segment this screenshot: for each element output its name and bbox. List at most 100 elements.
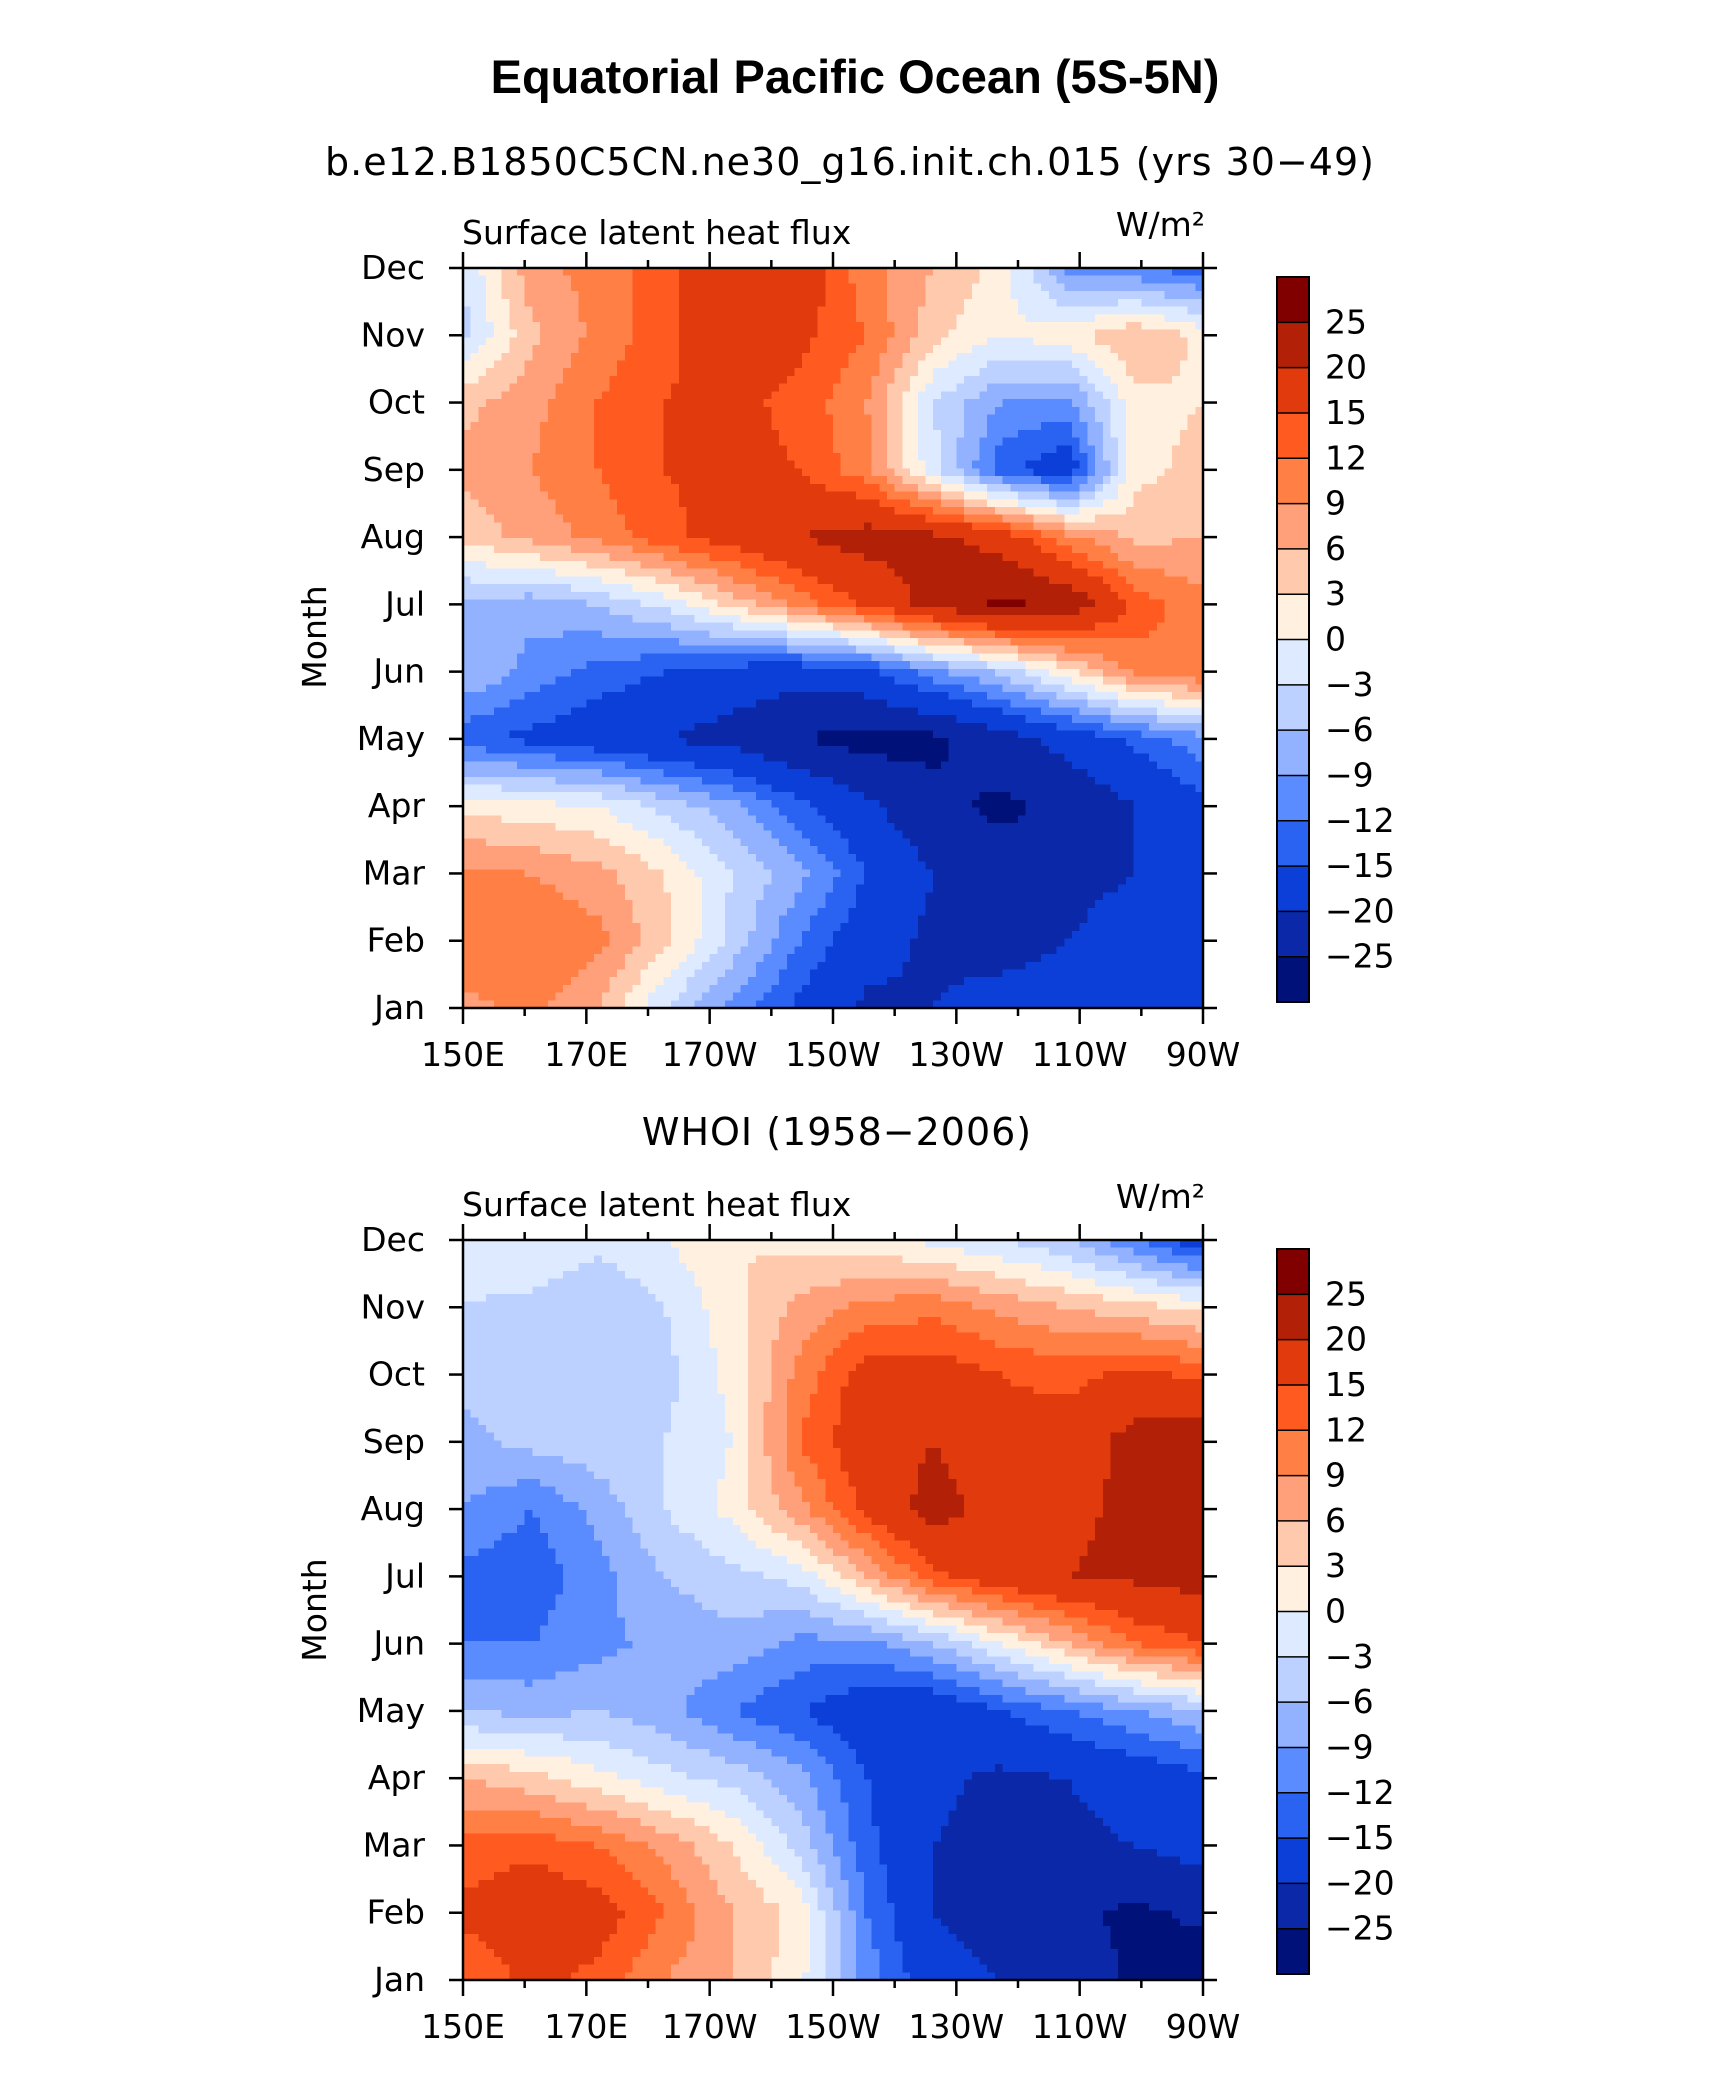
heatmap-cell bbox=[802, 1563, 834, 1573]
heatmap-cell bbox=[794, 1879, 811, 1889]
heatmap-cell bbox=[501, 283, 526, 292]
heatmap-cell bbox=[1064, 1610, 1119, 1619]
heatmap-cell bbox=[463, 352, 472, 362]
heatmap-cell bbox=[463, 807, 611, 816]
heatmap-cell bbox=[516, 268, 564, 277]
x-tick-label: 130W bbox=[909, 1035, 1005, 1074]
heatmap-cell bbox=[979, 275, 1011, 285]
heatmap-cell bbox=[671, 930, 703, 940]
heatmap-cell bbox=[987, 337, 1035, 346]
heatmap-cell bbox=[709, 1324, 749, 1334]
heatmap-cell bbox=[748, 1463, 772, 1472]
heatmap-cell bbox=[578, 1502, 626, 1511]
heatmap-cell bbox=[701, 992, 734, 1001]
heatmap-cell bbox=[1118, 437, 1127, 446]
heatmap-cell bbox=[902, 969, 1004, 978]
panel-model-variable-label: Surface latent heat flux bbox=[462, 213, 851, 252]
heatmap-cell bbox=[833, 884, 857, 893]
heatmap-cell bbox=[763, 1401, 788, 1411]
heatmap-cell bbox=[971, 522, 1011, 531]
heatmap-cell bbox=[1071, 445, 1081, 454]
heatmap-cell bbox=[886, 445, 903, 454]
heatmap-cell bbox=[948, 630, 996, 639]
heatmap-cell bbox=[671, 969, 695, 978]
heatmap-cell bbox=[570, 530, 634, 539]
heatmap-cell bbox=[748, 1502, 780, 1511]
heatmap-cell bbox=[886, 1525, 1096, 1534]
heatmap-cell bbox=[902, 453, 919, 462]
heatmap-cell bbox=[1079, 383, 1096, 392]
heatmap-cell bbox=[463, 792, 603, 801]
heatmap-cell bbox=[825, 1517, 850, 1526]
heatmap-cell bbox=[717, 1371, 749, 1380]
heatmap-cell bbox=[863, 869, 934, 878]
heatmap-cell bbox=[902, 653, 934, 662]
heatmap-cell bbox=[910, 1563, 934, 1573]
heatmap-cell bbox=[856, 1949, 880, 1958]
heatmap-cell bbox=[933, 1902, 1119, 1912]
heatmap-cell bbox=[463, 1301, 665, 1310]
heatmap-cell bbox=[486, 1293, 657, 1303]
heatmap-cell bbox=[1187, 576, 1203, 585]
heatmap-cell bbox=[1087, 1548, 1203, 1557]
heatmap-cell bbox=[717, 1355, 749, 1364]
heatmap-cell bbox=[825, 298, 857, 308]
heatmap-cell bbox=[894, 1556, 927, 1565]
heatmap-cell bbox=[779, 1902, 811, 1912]
heatmap-cell bbox=[663, 1463, 726, 1472]
heatmap-cell bbox=[894, 321, 919, 331]
heatmap-cell bbox=[1041, 476, 1073, 485]
heatmap-cell bbox=[555, 715, 718, 724]
heatmap-cell bbox=[1125, 506, 1203, 516]
heatmap-cell bbox=[1018, 730, 1096, 739]
heatmap-cell bbox=[1195, 1324, 1203, 1334]
heatmap-cell bbox=[671, 1240, 927, 1249]
heatmap-cell bbox=[809, 1401, 842, 1411]
heatmap-cell bbox=[833, 1725, 1050, 1734]
heatmap-cell bbox=[586, 907, 634, 917]
heatmap-cell bbox=[1095, 406, 1112, 416]
heatmap-cell bbox=[987, 1964, 1119, 1973]
heatmap-cell bbox=[802, 661, 880, 670]
heatmap-cell bbox=[802, 468, 842, 477]
heatmap-cell bbox=[663, 1478, 718, 1488]
x-tick-label: 170W bbox=[662, 2007, 758, 2046]
heatmap-cell bbox=[1133, 537, 1173, 547]
heatmap-cell bbox=[917, 1571, 950, 1580]
heatmap-cell bbox=[509, 730, 680, 739]
heatmap-cell bbox=[794, 1802, 819, 1812]
heatmap-cell bbox=[917, 1594, 957, 1603]
heatmap-cell bbox=[1018, 560, 1073, 570]
heatmap-cell bbox=[701, 1602, 842, 1611]
heatmap-cell bbox=[886, 314, 919, 323]
colorbar-label: 20 bbox=[1325, 1320, 1367, 1359]
heatmap-cell bbox=[1087, 429, 1104, 439]
heatmap-cell bbox=[956, 1324, 1050, 1334]
heatmap-cell bbox=[486, 684, 541, 693]
heatmap-cell bbox=[617, 1610, 718, 1619]
heatmap-cell bbox=[871, 414, 888, 423]
heatmap-cell bbox=[1010, 699, 1050, 708]
heatmap-cell bbox=[671, 1340, 711, 1349]
heatmap-cell bbox=[825, 1910, 842, 1919]
heatmap-cell bbox=[786, 375, 842, 385]
heatmap-cell bbox=[678, 306, 819, 315]
heatmap-cell bbox=[1095, 599, 1127, 608]
colorbar-label: −25 bbox=[1325, 1909, 1395, 1948]
heatmap-cell bbox=[933, 884, 1119, 893]
heatmap-cell bbox=[663, 399, 765, 408]
heatmap-cell bbox=[1087, 1633, 1127, 1642]
heatmap-cell bbox=[1064, 1286, 1135, 1295]
heatmap-cell bbox=[617, 1586, 680, 1596]
y-tick-label: May bbox=[357, 1691, 425, 1730]
heatmap-cell bbox=[463, 460, 533, 470]
heatmap-cell bbox=[771, 799, 811, 809]
heatmap-cell bbox=[632, 329, 680, 338]
heatmap-cell bbox=[493, 1949, 603, 1958]
heatmap-cell bbox=[663, 769, 734, 778]
heatmap-cell bbox=[871, 383, 888, 392]
heatmap-cell bbox=[632, 1517, 672, 1526]
heatmap-cell bbox=[771, 784, 850, 793]
heatmap-cell bbox=[779, 1332, 811, 1341]
heatmap-cell bbox=[725, 1394, 749, 1403]
